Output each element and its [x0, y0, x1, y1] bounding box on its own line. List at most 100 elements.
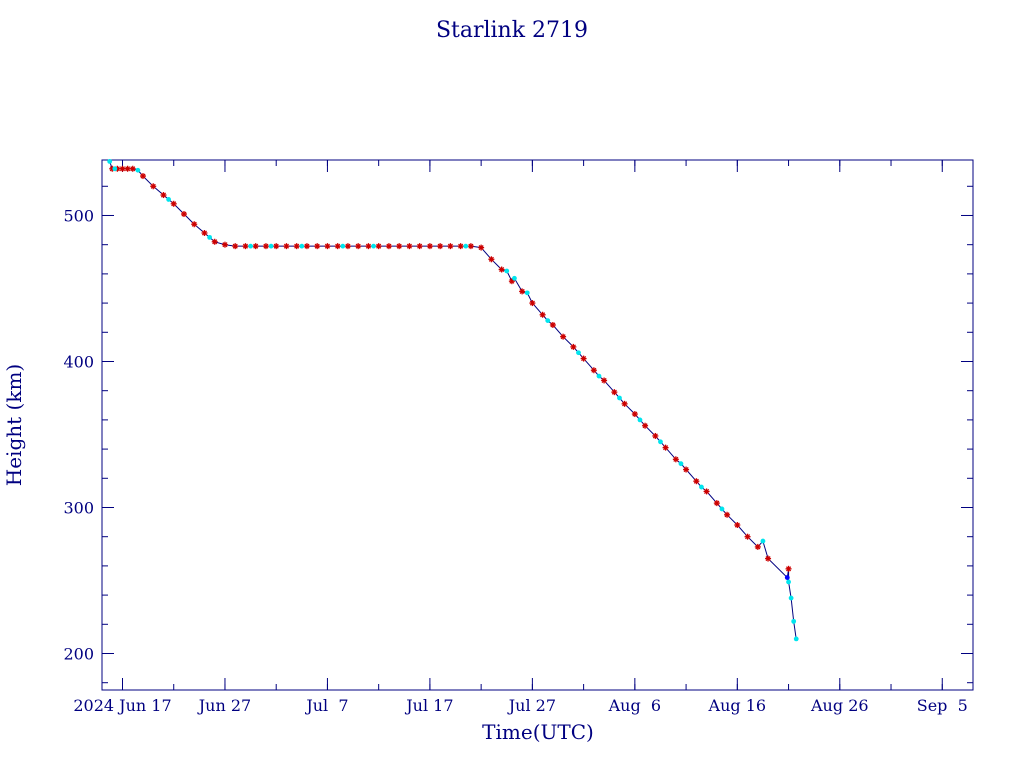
- star-stroke: [734, 522, 740, 528]
- data-point-star: [785, 565, 792, 572]
- data-point-dot: [791, 618, 797, 624]
- data-point-dot: [617, 395, 622, 401]
- star-stroke: [478, 245, 484, 251]
- data-point-star: [139, 173, 146, 180]
- star-stroke: [304, 243, 310, 249]
- x-tick-label: Aug 26: [810, 696, 869, 715]
- data-point-star: [662, 444, 669, 451]
- data-point-star: [498, 266, 505, 273]
- data-point-dot: [784, 575, 790, 580]
- data-point-star: [211, 238, 218, 245]
- star-stroke: [191, 221, 197, 227]
- data-point-star: [549, 321, 556, 328]
- data-point-star: [344, 243, 351, 250]
- data-point-star: [457, 243, 464, 250]
- data-point-star: [303, 243, 310, 250]
- star-stroke: [550, 322, 556, 328]
- data-point-star: [478, 244, 485, 251]
- data-point-star: [672, 456, 679, 463]
- star-stroke: [673, 456, 679, 462]
- x-tick-label: Sep 5: [917, 696, 968, 715]
- data-point-dot: [135, 167, 141, 173]
- data-point-star: [221, 241, 228, 248]
- data-point-star: [529, 300, 536, 307]
- star-stroke: [601, 377, 607, 384]
- data-point-star: [191, 221, 198, 228]
- data-point-dot: [788, 595, 794, 601]
- x-tick-label: Jul 7: [304, 696, 348, 715]
- star-stroke: [683, 466, 689, 473]
- star-stroke: [376, 243, 382, 249]
- x-tick-label: 2024 Jun 17: [73, 696, 171, 715]
- data-point-star: [713, 500, 720, 507]
- star-stroke: [171, 201, 177, 207]
- data-point-star: [324, 243, 331, 250]
- data-point-star: [262, 243, 269, 250]
- data-point-star: [355, 243, 362, 250]
- data-point-star: [406, 243, 413, 250]
- star-stroke: [785, 566, 792, 572]
- data-point-dot: [596, 373, 602, 379]
- star-stroke: [519, 288, 525, 294]
- data-point-dot: [166, 197, 172, 202]
- data-point-star: [693, 478, 700, 485]
- data-point-star: [734, 522, 741, 529]
- star-stroke: [406, 243, 412, 249]
- data-point-star: [560, 333, 567, 340]
- star-stroke: [294, 243, 300, 249]
- star-stroke: [642, 423, 648, 429]
- star-stroke: [417, 243, 423, 249]
- data-point-star: [642, 422, 649, 429]
- data-point-star: [590, 367, 597, 374]
- star-stroke: [458, 243, 464, 249]
- data-point-star: [724, 511, 731, 518]
- star-stroke: [232, 243, 238, 249]
- star-stroke: [437, 243, 443, 249]
- star-stroke: [130, 166, 136, 172]
- star-stroke: [765, 556, 771, 562]
- data-point-star: [242, 243, 249, 250]
- star-stroke: [632, 411, 638, 417]
- data-point-star: [293, 243, 300, 250]
- data-point-star: [447, 243, 454, 250]
- star-stroke: [611, 389, 617, 395]
- data-point-star: [488, 256, 495, 263]
- star-stroke: [263, 243, 269, 249]
- data-point-dot: [340, 243, 346, 249]
- star-stroke: [201, 230, 208, 236]
- star-stroke: [468, 243, 474, 249]
- data-point-star: [416, 243, 423, 250]
- data-point-star: [683, 466, 690, 473]
- data-point-star: [765, 555, 772, 562]
- star-stroke: [125, 166, 131, 172]
- data-point-star: [273, 243, 280, 250]
- star-stroke: [324, 243, 330, 249]
- data-point-dot: [268, 243, 274, 249]
- star-stroke: [119, 166, 126, 172]
- y-axis-title: Height (km): [2, 364, 26, 486]
- data-point-star: [283, 243, 290, 250]
- data-point-dot: [371, 243, 376, 249]
- y-tick-label: 500: [63, 206, 94, 225]
- star-stroke: [704, 488, 710, 494]
- data-point-star: [375, 243, 382, 250]
- data-point-dot: [760, 538, 766, 544]
- data-point-star: [119, 165, 126, 172]
- data-point-star: [334, 243, 341, 250]
- data-point-star: [580, 355, 587, 362]
- data-point-star: [160, 192, 167, 199]
- data-point-star: [201, 230, 208, 237]
- data-point-star: [754, 543, 761, 550]
- star-stroke: [345, 243, 351, 249]
- star-stroke: [365, 243, 371, 249]
- data-point-dot: [248, 243, 253, 249]
- star-stroke: [386, 243, 392, 249]
- data-point-dot: [299, 243, 305, 249]
- data-point-dot: [719, 506, 725, 512]
- star-stroke: [273, 243, 279, 249]
- data-point-dot: [658, 439, 663, 445]
- star-stroke: [693, 478, 699, 484]
- star-stroke: [591, 367, 597, 373]
- y-tick-label: 400: [63, 352, 94, 371]
